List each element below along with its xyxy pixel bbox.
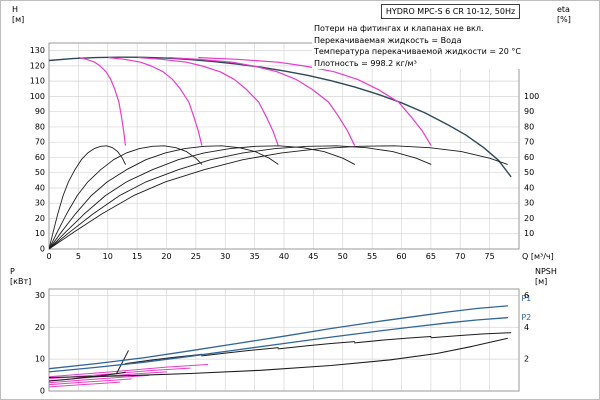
curve-label: P1 bbox=[521, 294, 531, 303]
eta-curve-6-pumps bbox=[49, 145, 508, 250]
right-tick-label: 10 bbox=[524, 229, 534, 238]
left-tick-label: 20 bbox=[35, 323, 45, 332]
left-tick-label: 50 bbox=[35, 168, 45, 177]
right-tick-label: 60 bbox=[524, 153, 534, 162]
info-line-temperature: Температура перекачиваемой жидкости = 20… bbox=[314, 47, 521, 56]
power-axis-symbol: P bbox=[10, 267, 15, 276]
head-axis-symbol: H bbox=[12, 5, 19, 14]
x-tick-label: 70 bbox=[455, 252, 465, 261]
x-tick-label: 50 bbox=[338, 252, 348, 261]
right-tick-label: 50 bbox=[524, 168, 534, 177]
npsh-axis-unit: [м] bbox=[535, 277, 548, 286]
head-curve-3-pumps bbox=[138, 57, 279, 146]
x-tick-label: 15 bbox=[132, 252, 142, 261]
head-axis-unit: [м] bbox=[12, 15, 25, 24]
x-tick-label: 60 bbox=[396, 252, 406, 261]
x-tick-label: 65 bbox=[426, 252, 436, 261]
right-tick-label: 4 bbox=[524, 323, 529, 332]
left-tick-label: 0 bbox=[40, 387, 45, 396]
right-tick-label: 100 bbox=[524, 92, 539, 101]
left-tick-label: 0 bbox=[40, 245, 45, 254]
plot-border bbox=[48, 288, 520, 392]
right-tick-label: 6 bbox=[524, 291, 529, 300]
info-line-liquid: Перекачиваемая жидкость = Вода bbox=[314, 35, 462, 45]
eta-axis-symbol: eta bbox=[557, 5, 570, 14]
left-tick-label: 70 bbox=[35, 138, 45, 147]
right-tick-label: 20 bbox=[524, 214, 534, 223]
left-tick-label: 60 bbox=[35, 153, 45, 162]
left-tick-label: 120 bbox=[30, 61, 45, 70]
right-tick-label: 70 bbox=[524, 138, 534, 147]
left-tick-label: 40 bbox=[35, 183, 45, 192]
x-tick-label: 45 bbox=[308, 252, 318, 261]
info-line-losses: Потери на фитингах и клапанах не вкл. bbox=[314, 24, 484, 33]
right-tick-label: 90 bbox=[524, 107, 534, 116]
power-step-5 bbox=[354, 336, 432, 344]
speed-power-curve-3 bbox=[49, 374, 150, 384]
left-tick-label: 30 bbox=[35, 199, 45, 208]
power-axis-label: P [кВт] bbox=[10, 267, 31, 287]
x-tick-label: 5 bbox=[76, 252, 81, 261]
head-curve-5-pumps bbox=[198, 57, 432, 146]
left-tick-label: 30 bbox=[35, 291, 45, 300]
eta-axis-unit: [%] bbox=[557, 15, 571, 24]
eta-curve-5-pumps bbox=[49, 145, 432, 250]
eta-curve-1-pump bbox=[49, 145, 126, 250]
left-tick-label: 80 bbox=[35, 122, 45, 131]
power-step-3 bbox=[201, 347, 279, 357]
npsh-axis-symbol: NPSH bbox=[535, 267, 557, 276]
right-tick-label: 40 bbox=[524, 183, 534, 192]
left-tick-label: 110 bbox=[30, 77, 45, 86]
left-tick-label: 130 bbox=[30, 46, 45, 55]
npsh-axis-label: NPSH [м] bbox=[535, 267, 557, 287]
plot-border bbox=[48, 42, 520, 250]
conditions-text: Потери на фитингах и клапанах не вкл. Пе… bbox=[312, 23, 523, 69]
x-tick-label: 40 bbox=[279, 252, 289, 261]
eta-curve-2-pumps bbox=[49, 145, 203, 250]
head-curve-6-pumps bbox=[49, 56, 512, 178]
left-tick-label: 100 bbox=[30, 92, 45, 101]
right-tick-label: 80 bbox=[524, 122, 534, 131]
x-tick-label: 10 bbox=[103, 252, 113, 261]
curve-label: P2 bbox=[521, 313, 531, 322]
p1-total-power-curve bbox=[49, 305, 508, 370]
x-tick-label: 55 bbox=[367, 252, 377, 261]
right-tick-label: 30 bbox=[524, 199, 534, 208]
head-curve-2-pumps bbox=[108, 57, 203, 146]
npsh-curve bbox=[49, 337, 508, 379]
x-tick-label: 0 bbox=[46, 252, 51, 261]
left-tick-label: 90 bbox=[35, 107, 45, 116]
power-axis-unit: [кВт] bbox=[10, 277, 32, 286]
flow-axis-label: Q [м³/ч] bbox=[522, 252, 554, 261]
x-tick-label: 30 bbox=[220, 252, 230, 261]
left-tick-label: 10 bbox=[35, 229, 45, 238]
right-tick-label: 2 bbox=[524, 355, 529, 364]
left-tick-label: 20 bbox=[35, 214, 45, 223]
power-step-4 bbox=[277, 341, 355, 350]
eta-axis-label: eta [%] bbox=[557, 5, 571, 25]
x-tick-label: 75 bbox=[485, 252, 495, 261]
p2-total-power-curve bbox=[49, 317, 508, 373]
x-tick-label: 25 bbox=[191, 252, 201, 261]
info-line-density: Плотность = 998.2 кг/м³ bbox=[314, 58, 417, 68]
x-tick-label: 35 bbox=[250, 252, 260, 261]
eta-curve-3-pumps bbox=[49, 145, 279, 250]
head-curve-4-pumps bbox=[168, 57, 356, 146]
speed-power-curve-6 bbox=[49, 364, 209, 378]
x-tick-label: 20 bbox=[161, 252, 171, 261]
speed-power-curve-2 bbox=[49, 378, 132, 386]
speed-power-curve-1 bbox=[49, 381, 120, 388]
eta-curve-4-pumps bbox=[49, 145, 355, 250]
power-step-6 bbox=[430, 332, 512, 339]
pump-model-title: HYDRO MPC-S 6 CR 10-12, 50Hz bbox=[381, 4, 520, 19]
head-curve-1-pump bbox=[78, 57, 126, 146]
pump-cutin-jump bbox=[116, 350, 129, 374]
head-axis-label: H [м] bbox=[12, 5, 24, 25]
left-tick-label: 10 bbox=[35, 355, 45, 364]
